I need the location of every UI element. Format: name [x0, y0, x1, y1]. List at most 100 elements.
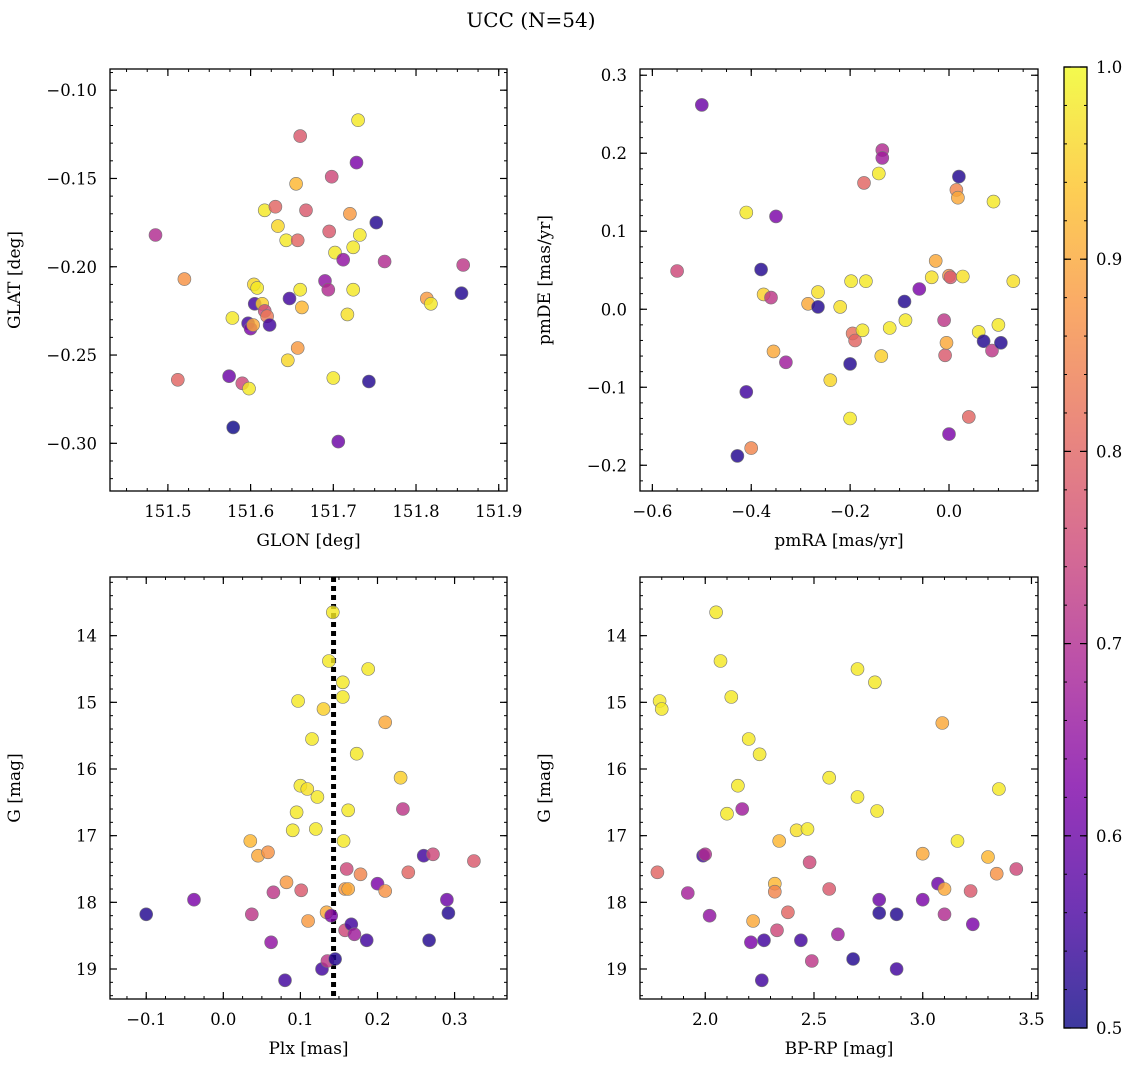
scatter-point [928, 254, 943, 268]
scatter-point [670, 264, 684, 278]
scatter-point [991, 318, 1006, 332]
scatter-point [951, 190, 965, 205]
figure-title: UCC (N=54) [466, 8, 595, 32]
scatter-point [724, 690, 739, 704]
scatter-point [872, 906, 887, 920]
scatter-point [938, 348, 952, 363]
scatter-point [713, 654, 728, 668]
scatter-point [341, 882, 356, 896]
axes-frame [639, 68, 1039, 492]
scatter-point [335, 675, 350, 690]
scatter-point [326, 371, 341, 385]
scatter-point [268, 199, 283, 214]
scatter-point [823, 373, 838, 388]
scatter-point [855, 323, 870, 338]
scatter-point [843, 357, 857, 371]
scatter-point [308, 822, 323, 836]
x-tick-label: 3.0 [910, 1010, 936, 1029]
scatter-point [347, 927, 362, 942]
y-axis-label: G [mag] [535, 753, 555, 822]
scatter-point [915, 892, 930, 907]
scatter-point [422, 933, 436, 948]
scatter-point [981, 850, 995, 864]
colorbar-tick-label: 0.5 [1096, 1019, 1122, 1038]
scatter-point [331, 434, 346, 449]
y-tick-label: −0.20 [46, 258, 97, 277]
scatter-point [378, 884, 393, 898]
scatter-point [225, 311, 240, 325]
scatter-point [859, 274, 873, 289]
scatter-point [271, 219, 285, 233]
scatter-point [985, 343, 999, 358]
scatter-point [346, 240, 361, 255]
scatter-point [767, 884, 782, 899]
scatter-point [935, 716, 950, 730]
scatter-point [955, 269, 970, 284]
scatter-point [246, 318, 260, 332]
scatter-point [870, 804, 884, 818]
scatter-point [177, 272, 192, 286]
scatter-point [766, 344, 781, 359]
scatter-point [171, 372, 185, 387]
scatter-point [467, 854, 481, 868]
x-tick-label: −0.2 [830, 502, 870, 521]
scatter-point [943, 270, 958, 285]
scatter-point [757, 933, 771, 948]
y-tick-label: 16 [606, 760, 627, 779]
scatter-point [764, 290, 778, 305]
scatter-point [289, 177, 303, 191]
x-tick-label: 3.5 [1018, 1010, 1044, 1029]
scatter-point [299, 203, 313, 218]
scatter-point [426, 847, 440, 862]
scatter-point [772, 834, 787, 848]
scatter-point [874, 349, 889, 363]
scatter-point [800, 822, 815, 836]
x-tick-label: 151.9 [475, 502, 522, 521]
scatter-point [924, 270, 939, 285]
scatter-point [822, 770, 837, 785]
scatter-point [401, 865, 416, 880]
y-tick-label: −0.2 [587, 456, 627, 475]
x-tick-label: 151.6 [227, 502, 274, 521]
scatter-point [261, 845, 275, 860]
y-tick-label: 15 [76, 693, 97, 712]
scatter-point [1009, 862, 1024, 876]
scatter-point [343, 207, 357, 221]
scatter-point [846, 952, 860, 966]
panel-glon-glat: 151.5 151.6 151.7 151.8 151.9 −0.30 −0.25 −0.20… [5, 68, 522, 551]
scatter-point [731, 778, 745, 793]
scatter-point [341, 803, 356, 818]
scatter-point [264, 935, 278, 950]
y-tick-label: −0.15 [46, 169, 97, 188]
scatter-point [794, 933, 808, 948]
scatter-point [744, 441, 759, 455]
scatter-point [650, 865, 665, 880]
scatter-point [961, 410, 976, 424]
scatter-point [831, 927, 845, 942]
scatter-point [369, 215, 384, 230]
scatter-point [769, 209, 783, 224]
scatter-point [802, 855, 817, 870]
scatter-point [811, 300, 825, 314]
scatter-point [424, 296, 438, 311]
x-tick-label: 0.1 [287, 1010, 313, 1029]
x-tick-label: 151.7 [310, 502, 357, 521]
scatter-point [335, 690, 350, 704]
y-tick-label: 16 [76, 760, 97, 779]
scatter-point [148, 228, 163, 242]
scatter-point [898, 313, 913, 328]
scatter-point [942, 427, 956, 441]
scatter-point [278, 973, 292, 988]
scatter-point [730, 449, 745, 463]
x-tick-label: −0.1 [126, 1010, 166, 1029]
scatter-point [882, 321, 897, 335]
scatter-point [1006, 274, 1021, 289]
scatter-point [850, 790, 865, 804]
y-tick-label: 14 [76, 627, 97, 646]
scatter-point [654, 702, 669, 716]
scatter-point [804, 954, 819, 968]
y-axis-label: GLAT [deg] [5, 231, 25, 329]
scatter-point [779, 355, 793, 370]
scatter-point [243, 834, 258, 848]
colorbar-tick-label: 0.9 [1096, 250, 1122, 269]
